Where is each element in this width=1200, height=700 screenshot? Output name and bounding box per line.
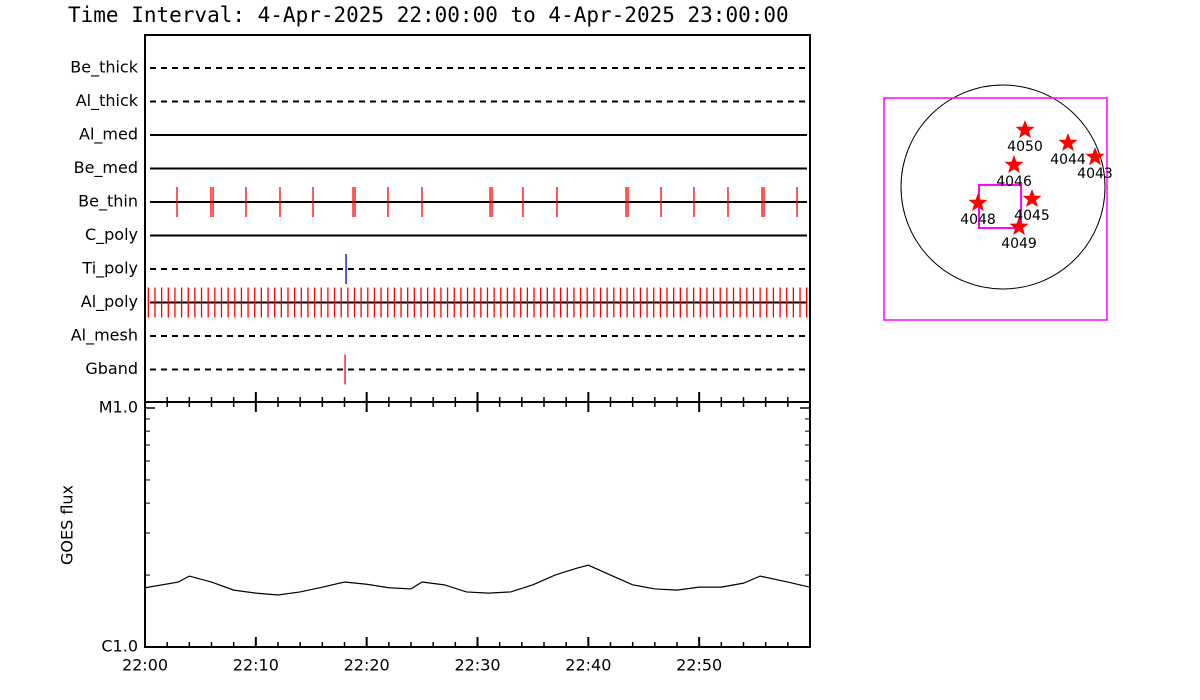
filter-label: Ti_poly xyxy=(81,259,138,279)
x-tick-label: 22:50 xyxy=(676,656,722,675)
region-label: 4046 xyxy=(996,174,1032,190)
goes-curve xyxy=(144,564,811,596)
x-tick-label: 22:00 xyxy=(122,656,168,675)
filter-label: Al_thick xyxy=(76,91,139,111)
plot-frame xyxy=(144,34,811,648)
filter-label: C_poly xyxy=(85,225,138,245)
region-star xyxy=(1022,189,1042,207)
region-star xyxy=(1058,133,1078,151)
region-label: 4050 xyxy=(1007,139,1043,155)
region-label: 4045 xyxy=(1014,208,1050,224)
x-tick-label: 22:30 xyxy=(454,656,500,675)
region-star xyxy=(1015,120,1035,139)
filter-label: Be_med xyxy=(74,158,138,178)
filter-label: Al_poly xyxy=(81,292,138,312)
region-star xyxy=(1009,216,1029,235)
region-star xyxy=(1004,155,1024,173)
filter-label: Be_thin xyxy=(78,192,138,212)
x-tick-label: 22:20 xyxy=(344,656,390,675)
filter-label: Gband xyxy=(85,359,138,378)
region-label: 4048 xyxy=(960,212,996,228)
x-tick-label: 22:10 xyxy=(233,656,279,675)
region-label: 4044 xyxy=(1050,152,1086,168)
chart-title: Time Interval: 4-Apr-2025 22:00:00 to 4-… xyxy=(68,3,789,27)
y-axis-label: GOES flux xyxy=(58,485,77,565)
filter-label: Be_thick xyxy=(70,58,138,78)
solar-limb xyxy=(900,84,1106,290)
region-star xyxy=(1085,147,1105,166)
region-label: 4049 xyxy=(1001,236,1037,252)
y-tick-label: M1.0 xyxy=(99,398,138,417)
y-tick-label: C1.0 xyxy=(101,637,138,656)
x-tick-label: 22:40 xyxy=(565,656,611,675)
filter-label: Al_mesh xyxy=(71,326,138,346)
filter-label: Al_med xyxy=(79,125,138,145)
map-frame xyxy=(883,97,1108,321)
region-star xyxy=(968,193,988,212)
region-label: 4043 xyxy=(1077,166,1113,182)
